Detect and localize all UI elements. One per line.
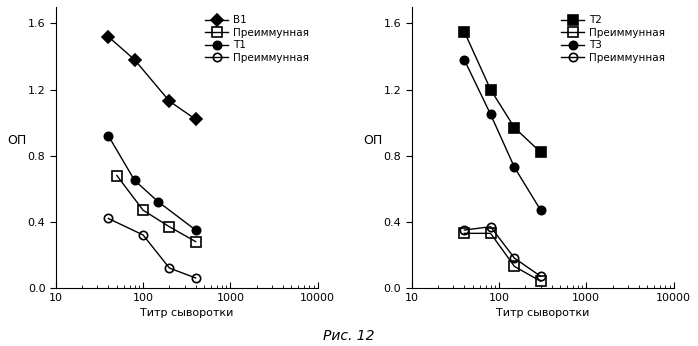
Т1 — [191, 228, 200, 232]
Преиммунная — [537, 274, 545, 279]
Line: Т2: Т2 — [459, 27, 546, 157]
Т2 — [510, 126, 519, 130]
Т3 — [510, 165, 519, 169]
B1 — [104, 35, 112, 39]
Y-axis label: ОП: ОП — [7, 134, 27, 147]
Преиммунная — [510, 256, 519, 260]
Line: Т1: Т1 — [104, 132, 200, 234]
Line: Преиммунная: Преиммунная — [112, 171, 200, 246]
Преиммунная — [487, 225, 495, 229]
B1 — [165, 99, 174, 103]
Line: Т3: Т3 — [460, 56, 545, 215]
Преиммунная — [537, 279, 545, 283]
X-axis label: Титр сыворотки: Титр сыворотки — [496, 308, 589, 318]
Преиммунная — [191, 276, 200, 280]
Преиммунная — [165, 266, 174, 270]
Т3 — [537, 208, 545, 212]
Преиммунная — [139, 208, 147, 212]
Line: B1: B1 — [104, 33, 200, 124]
B1 — [131, 58, 139, 62]
Line: Преиммунная: Преиммунная — [459, 228, 546, 286]
Т1 — [104, 134, 112, 138]
Legend: Т2, Преиммунная, Т3, Преиммунная: Т2, Преиммунная, Т3, Преиммунная — [558, 12, 669, 66]
Line: Преиммунная: Преиммунная — [104, 214, 200, 282]
Преиммунная — [460, 228, 468, 232]
Т1 — [131, 179, 139, 183]
X-axis label: Титр сыворотки: Титр сыворотки — [140, 308, 233, 318]
Т2 — [460, 30, 468, 34]
Т3 — [460, 58, 468, 62]
Legend: B1, Преиммунная, Т1, Преиммунная: B1, Преиммунная, Т1, Преиммунная — [202, 12, 313, 66]
Т2 — [537, 150, 545, 154]
Преиммунная — [191, 239, 200, 244]
Т3 — [487, 112, 495, 117]
Line: Преиммунная: Преиммунная — [460, 222, 545, 281]
Преиммунная — [112, 173, 121, 177]
Преиммунная — [139, 233, 147, 237]
Преиммунная — [510, 264, 519, 268]
Преиммунная — [104, 216, 112, 220]
Y-axis label: ОП: ОП — [363, 134, 382, 147]
Т1 — [154, 200, 163, 204]
Преиммунная — [487, 231, 495, 235]
Преиммунная — [460, 231, 468, 235]
B1 — [191, 117, 200, 121]
Text: Рис. 12: Рис. 12 — [323, 329, 375, 343]
Т2 — [487, 88, 495, 92]
Преиммунная — [165, 225, 174, 229]
